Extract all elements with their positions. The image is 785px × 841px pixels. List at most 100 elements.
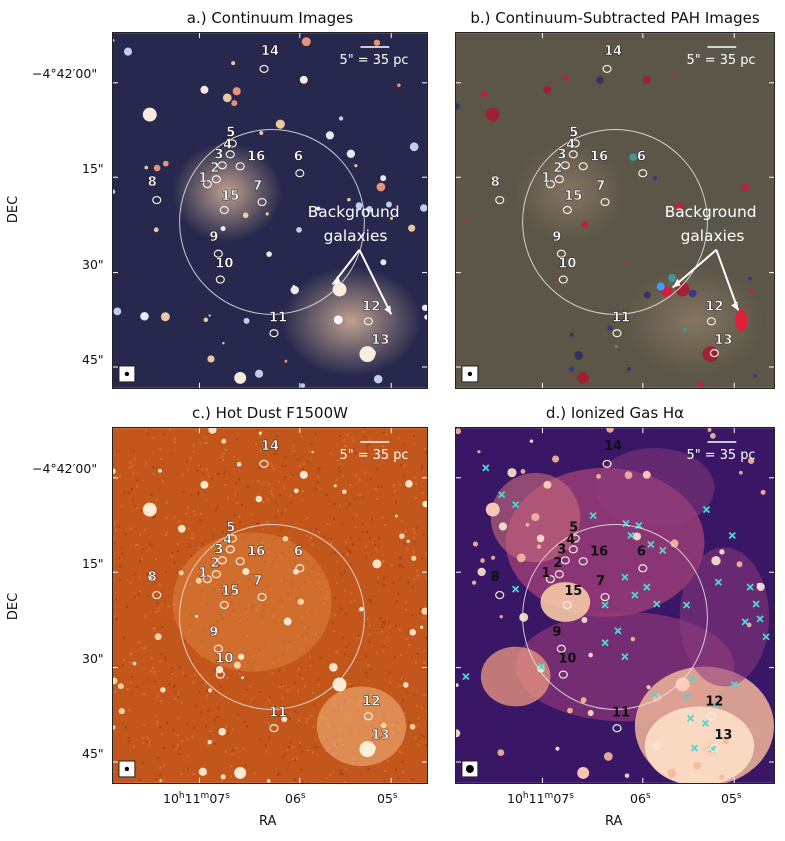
noise-pixel (154, 610, 157, 613)
noise-pixel (212, 535, 215, 538)
noise-pixel (258, 539, 261, 542)
star (652, 742, 661, 751)
noise-pixel (317, 573, 320, 576)
noise-pixel (414, 661, 417, 664)
star (311, 450, 314, 454)
noise-pixel (178, 666, 181, 669)
star (399, 533, 405, 539)
source-contour (558, 670, 568, 679)
star (158, 468, 162, 473)
scale-bar-label: 5" = 35 pc (687, 53, 756, 68)
noise-pixel (407, 581, 410, 584)
noise-pixel (339, 462, 342, 465)
noise-pixel (123, 491, 126, 494)
noise-pixel (264, 446, 267, 449)
star (569, 332, 574, 337)
star (207, 688, 213, 693)
noise-pixel (207, 475, 210, 478)
noise-pixel (226, 677, 229, 680)
noise-pixel (159, 447, 162, 450)
noise-pixel (342, 553, 345, 556)
star (198, 767, 207, 776)
noise-pixel (144, 647, 147, 650)
star (177, 524, 186, 533)
noise-pixel (293, 778, 296, 781)
cross-marker (730, 680, 738, 689)
star (284, 359, 288, 363)
noise-pixel (148, 543, 151, 546)
noise-pixel (297, 635, 300, 638)
source-contour (202, 180, 212, 189)
noise-pixel (168, 683, 171, 686)
noise-pixel (136, 506, 139, 509)
noise-pixel (313, 703, 316, 706)
noise-pixel (340, 572, 343, 575)
noise-pixel (343, 570, 346, 573)
noise-pixel (348, 549, 351, 552)
noise-pixel (139, 533, 142, 536)
noise-pixel (121, 546, 124, 549)
noise-pixel (181, 671, 184, 674)
source-label: 14 (261, 439, 279, 454)
noise-pixel (365, 445, 368, 448)
noise-pixel (262, 501, 265, 504)
noise-pixel (119, 565, 122, 568)
star (580, 220, 589, 229)
source-label: 11 (269, 310, 287, 325)
noise-pixel (354, 497, 357, 500)
noise-pixel (235, 438, 238, 441)
noise-pixel (280, 579, 283, 582)
ra-tick-label: 05s (377, 791, 398, 807)
noise-pixel (382, 560, 385, 563)
source-contour (638, 169, 648, 178)
star (624, 471, 633, 479)
noise-pixel (200, 656, 203, 659)
noise-pixel (190, 575, 193, 578)
source-label: 14 (261, 44, 279, 59)
star (144, 165, 149, 170)
noise-pixel (143, 723, 145, 726)
star (408, 224, 416, 232)
star (123, 47, 133, 56)
noise-pixel (194, 705, 197, 708)
noise-pixel (297, 690, 300, 693)
cross-marker (651, 690, 659, 699)
noise-pixel (180, 773, 183, 776)
noise-pixel (364, 622, 367, 625)
star (711, 556, 721, 566)
source-label: 15 (221, 189, 239, 204)
star (359, 606, 364, 612)
source-label: 4 (223, 532, 232, 547)
star (471, 580, 477, 585)
diffuse-glow (624, 266, 765, 376)
source-contour (560, 556, 570, 565)
noise-pixel (315, 738, 318, 741)
noise-pixel (294, 758, 297, 761)
noise-pixel (193, 726, 196, 729)
noise-pixel (135, 485, 138, 488)
noise-pixel (224, 750, 227, 753)
noise-pixel (402, 475, 405, 478)
source-label: 12 (362, 299, 380, 314)
noise-pixel (155, 498, 158, 501)
noise-pixel (196, 493, 199, 496)
star (258, 431, 262, 435)
noise-pixel (164, 534, 167, 537)
cross-marker (498, 491, 506, 499)
noise-pixel (315, 487, 318, 490)
noise-pixel (383, 780, 386, 783)
star (147, 574, 153, 580)
star (629, 153, 638, 161)
noise-pixel (197, 490, 200, 493)
noise-pixel (394, 768, 397, 771)
noise-pixel (272, 662, 275, 665)
noise-pixel (113, 541, 116, 544)
noise-pixel (369, 478, 372, 480)
source-contour (709, 349, 719, 358)
source-label: 5 (569, 520, 578, 535)
noise-pixel (332, 621, 334, 624)
star (607, 325, 613, 331)
noise-pixel (281, 620, 284, 623)
noise-pixel (191, 660, 193, 663)
source-contour (225, 150, 235, 159)
